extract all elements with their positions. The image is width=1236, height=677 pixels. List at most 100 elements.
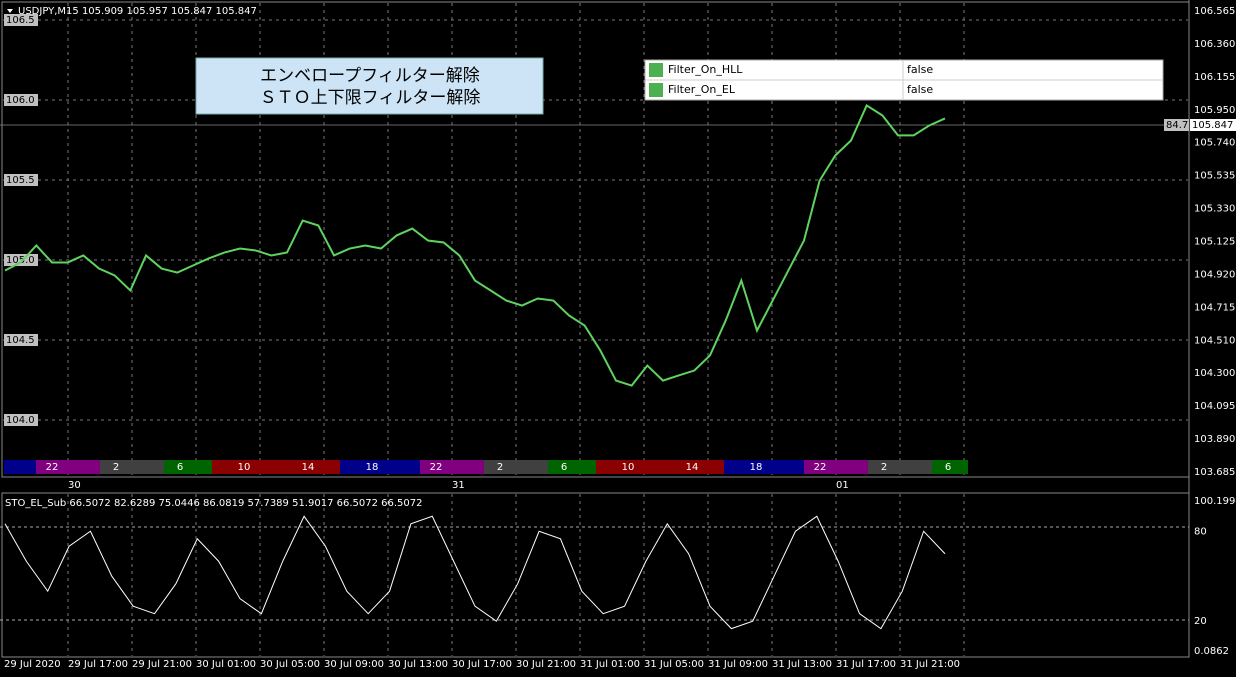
axis-label: 103.890 bbox=[1194, 434, 1235, 445]
time-label: 31 Jul 13:00 bbox=[772, 659, 832, 670]
sub-axis-label: 100.1994 bbox=[1194, 496, 1236, 507]
session-label: 2 bbox=[497, 462, 503, 473]
session-label: 14 bbox=[302, 462, 315, 473]
axis-label: 105.125 bbox=[1194, 237, 1235, 248]
current-box bbox=[1164, 119, 1189, 131]
time-label: 31 Jul 05:00 bbox=[644, 659, 704, 670]
time-label: 29 Jul 17:00 bbox=[68, 659, 128, 670]
label-bg bbox=[4, 334, 38, 346]
price-series bbox=[4, 103, 946, 387]
time-label: 30 Jul 21:00 bbox=[516, 659, 576, 670]
session-label: 2 bbox=[881, 462, 887, 473]
time-label: 31 Jul 01:00 bbox=[580, 659, 640, 670]
label-bg bbox=[4, 94, 38, 106]
time-label: 29 Jul 2020 bbox=[4, 659, 61, 670]
sto-series bbox=[4, 515, 946, 630]
price-label: 104.0 bbox=[6, 415, 35, 426]
axis-label: 104.920 bbox=[1194, 269, 1235, 280]
day-label: 01 bbox=[836, 480, 849, 491]
session-bar bbox=[484, 460, 548, 474]
day-label: 31 bbox=[452, 480, 465, 491]
current-price: 105.847 bbox=[1192, 120, 1233, 131]
time-label: 30 Jul 01:00 bbox=[196, 659, 256, 670]
session-bar bbox=[100, 460, 164, 474]
note-line: ＳＴＯ上下限フィルター解除 bbox=[260, 88, 481, 108]
param-panel: Filter_On_HLL false Filter_On_EL false bbox=[644, 59, 1164, 101]
axis-label: 104.300 bbox=[1194, 368, 1235, 379]
param-icon bbox=[649, 63, 663, 77]
axis-label: 105.740 bbox=[1194, 138, 1235, 149]
time-label: 29 Jul 21:00 bbox=[132, 659, 192, 670]
price-label: 105.0 bbox=[6, 255, 35, 266]
axis-label: 104.095 bbox=[1194, 401, 1235, 412]
session-label: 22 bbox=[430, 462, 443, 473]
time-label: 30 Jul 13:00 bbox=[388, 659, 448, 670]
time-label: 30 Jul 05:00 bbox=[260, 659, 320, 670]
session-label: 22 bbox=[46, 462, 59, 473]
note-box bbox=[195, 57, 544, 115]
session-label: 10 bbox=[238, 462, 251, 473]
price-label: 106.5 bbox=[6, 15, 35, 26]
price-label: 105.5 bbox=[6, 175, 35, 186]
session-label: 18 bbox=[366, 462, 379, 473]
sub-axis-label: 0.0862 bbox=[1194, 646, 1229, 657]
price-label: 104.5 bbox=[6, 335, 35, 346]
axis-label: 106.360 bbox=[1194, 39, 1235, 50]
session-label: 22 bbox=[814, 462, 827, 473]
note-line: エンベロープフィルター解除 bbox=[260, 66, 480, 86]
session-label: 6 bbox=[945, 462, 951, 473]
param-name[interactable]: Filter_On_HLL bbox=[668, 63, 743, 76]
axis-label: 105.330 bbox=[1194, 204, 1235, 215]
axis-label: 106.565 bbox=[1194, 6, 1235, 17]
time-label: 30 Jul 09:00 bbox=[324, 659, 384, 670]
axis-label: 105.535 bbox=[1194, 171, 1235, 182]
axis-label: 104.715 bbox=[1194, 302, 1235, 313]
sub-header: STO_EL_Sub 66.5072 82.6289 75.0446 86.08… bbox=[5, 498, 423, 509]
session-label: 6 bbox=[177, 462, 183, 473]
axis-label: 104.510 bbox=[1194, 335, 1235, 346]
session-label: 18 bbox=[750, 462, 763, 473]
label-bg bbox=[4, 14, 38, 26]
session-bar bbox=[932, 460, 968, 474]
time-label: 31 Jul 09:00 bbox=[708, 659, 768, 670]
session-label: 14 bbox=[686, 462, 699, 473]
chart-header: USDJPY,M15 105.909 105.957 105.847 105.8… bbox=[18, 6, 257, 17]
time-label: 31 Jul 17:00 bbox=[836, 659, 896, 670]
session-bar bbox=[596, 460, 724, 474]
session-bar bbox=[212, 460, 340, 474]
current-box bbox=[1190, 119, 1236, 131]
day-label: 30 bbox=[68, 480, 81, 491]
session-label: 2 bbox=[113, 462, 119, 473]
param-icon bbox=[649, 83, 663, 97]
label-bg bbox=[4, 254, 38, 266]
sub-axis-label: 80 bbox=[1194, 526, 1207, 537]
current-sub: 84.7 bbox=[1166, 120, 1188, 131]
session-bar bbox=[548, 460, 596, 474]
label-bg bbox=[4, 174, 38, 186]
session-bar bbox=[724, 460, 804, 474]
session-bar bbox=[804, 460, 868, 474]
sub-axis-label: 20 bbox=[1194, 616, 1207, 627]
axis-label: 103.685 bbox=[1194, 467, 1235, 478]
menu-arrow[interactable] bbox=[7, 9, 13, 13]
param-value[interactable]: false bbox=[907, 63, 933, 76]
session-bar bbox=[4, 460, 36, 474]
session-label: 10 bbox=[622, 462, 635, 473]
session-bar bbox=[420, 460, 484, 474]
session-bar bbox=[36, 460, 100, 474]
param-name[interactable]: Filter_On_EL bbox=[668, 83, 736, 96]
label-bg bbox=[4, 414, 38, 426]
session-bar bbox=[164, 460, 212, 474]
axis-label: 105.950 bbox=[1194, 105, 1235, 116]
session-label: 6 bbox=[561, 462, 567, 473]
session-bar bbox=[868, 460, 932, 474]
time-label: 31 Jul 21:00 bbox=[900, 659, 960, 670]
session-bar bbox=[340, 460, 420, 474]
time-label: 30 Jul 17:00 bbox=[452, 659, 512, 670]
axis-label: 106.155 bbox=[1194, 72, 1235, 83]
param-value[interactable]: false bbox=[907, 83, 933, 96]
price-label: 106.0 bbox=[6, 95, 35, 106]
